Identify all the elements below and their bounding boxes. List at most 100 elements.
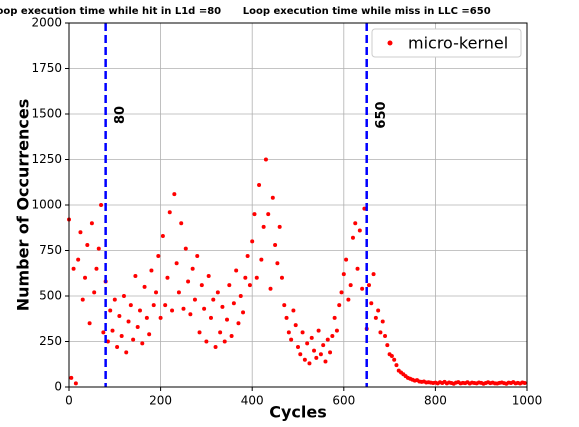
point: [300, 330, 305, 335]
point: [259, 257, 264, 262]
point: [289, 337, 294, 342]
point: [165, 275, 170, 280]
point: [222, 339, 227, 344]
point: [250, 239, 255, 244]
point: [199, 283, 204, 288]
point: [247, 283, 252, 288]
point: [241, 310, 246, 315]
point: [346, 297, 351, 302]
point: [156, 253, 161, 258]
point: [121, 294, 126, 298]
point: [76, 257, 81, 262]
point: [293, 323, 298, 328]
point: [318, 352, 323, 357]
point: [341, 272, 346, 277]
y-tick-label: 1250: [31, 152, 62, 166]
point: [192, 297, 197, 302]
point: [87, 321, 92, 326]
x-tick-label: 200: [149, 394, 172, 408]
y-tick-label: 1500: [31, 107, 62, 121]
point: [257, 182, 262, 187]
x-tick-label: 0: [65, 394, 73, 408]
legend-marker: [387, 40, 393, 46]
point: [371, 272, 376, 277]
point: [231, 301, 236, 306]
point: [522, 380, 527, 385]
point: [160, 233, 165, 238]
point: [277, 224, 282, 229]
point: [99, 203, 104, 207]
point: [339, 290, 344, 295]
x-tick-label: 400: [241, 394, 264, 408]
point: [291, 308, 296, 313]
point: [227, 283, 232, 288]
reference-note: Loop execution time while hit in L1d =80: [0, 6, 221, 17]
point: [147, 332, 152, 337]
point: [197, 330, 202, 335]
point: [186, 279, 191, 284]
point: [140, 341, 145, 346]
x-axis-label: Cycles: [269, 403, 327, 422]
point: [385, 343, 390, 348]
point: [334, 328, 339, 333]
point: [131, 337, 136, 342]
point: [383, 334, 388, 339]
point: [268, 286, 273, 291]
point: [137, 308, 142, 313]
point: [286, 330, 291, 335]
point: [115, 344, 120, 349]
point: [176, 290, 181, 295]
y-tick-label: 2000: [31, 16, 62, 30]
point: [273, 243, 278, 248]
point: [376, 308, 381, 313]
point: [229, 334, 234, 339]
y-tick-label: 0: [54, 380, 62, 394]
point: [110, 328, 115, 333]
point: [325, 337, 330, 342]
point: [89, 221, 94, 226]
point: [69, 375, 74, 380]
point: [369, 301, 374, 306]
point: [332, 315, 337, 320]
y-tick-label: 500: [39, 289, 62, 303]
point: [366, 283, 371, 288]
point: [225, 317, 230, 322]
point: [302, 357, 307, 362]
point: [330, 334, 335, 339]
point: [96, 246, 101, 251]
point: [144, 315, 149, 320]
point: [73, 381, 78, 386]
point: [355, 266, 360, 271]
point: [206, 273, 211, 278]
point: [101, 330, 106, 335]
point: [323, 359, 328, 364]
point: [204, 339, 209, 344]
point: [309, 335, 314, 340]
point: [149, 268, 154, 273]
point: [218, 330, 223, 335]
point: [163, 303, 168, 308]
y-tick-label: 750: [39, 243, 62, 257]
point: [133, 273, 138, 278]
point: [282, 303, 287, 308]
point: [236, 321, 241, 326]
point: [296, 344, 300, 349]
point: [263, 157, 268, 162]
point: [117, 314, 122, 319]
point: [261, 224, 266, 229]
point: [71, 266, 76, 271]
point: [190, 266, 195, 271]
point: [245, 253, 250, 258]
legend-box: [371, 28, 522, 58]
point: [142, 284, 147, 289]
point: [181, 306, 186, 311]
point: [92, 290, 97, 295]
x-tick-label: 800: [424, 394, 447, 408]
point: [298, 352, 303, 357]
point: [183, 246, 188, 251]
point: [112, 297, 117, 302]
point: [307, 361, 312, 366]
y-tick-label: 1750: [31, 61, 62, 75]
x-tick-label: 1000: [512, 394, 543, 408]
